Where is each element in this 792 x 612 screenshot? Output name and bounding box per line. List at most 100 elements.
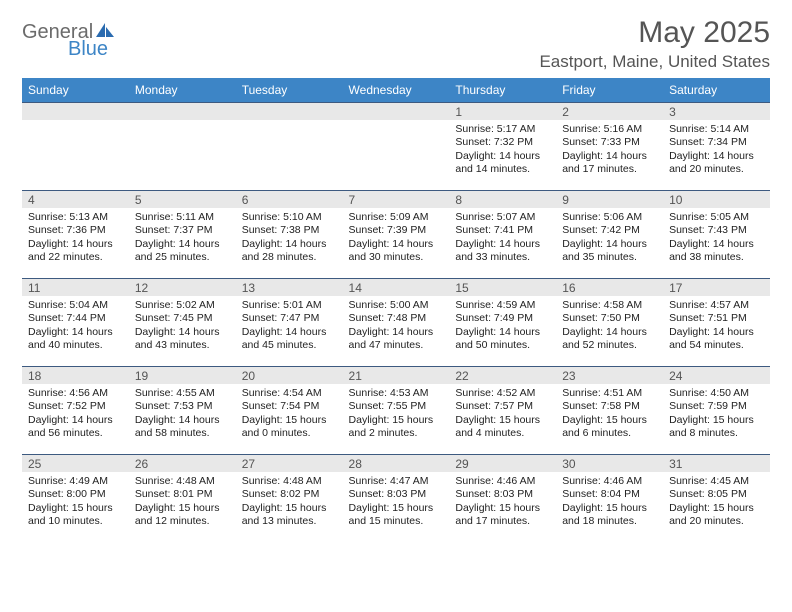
day-details: Sunrise: 4:51 AMSunset: 7:58 PMDaylight:… bbox=[556, 384, 663, 445]
calendar-day-cell: 2Sunrise: 5:16 AMSunset: 7:33 PMDaylight… bbox=[556, 103, 663, 191]
sunset-text: Sunset: 7:58 PM bbox=[562, 400, 657, 413]
day-number: 16 bbox=[556, 279, 663, 296]
day-number: 22 bbox=[449, 367, 556, 384]
day-number: 17 bbox=[663, 279, 770, 296]
sunrise-text: Sunrise: 4:46 AM bbox=[562, 475, 657, 488]
sunset-text: Sunset: 8:00 PM bbox=[28, 488, 123, 501]
sunrise-text: Sunrise: 5:16 AM bbox=[562, 123, 657, 136]
day-number: 18 bbox=[22, 367, 129, 384]
sunrise-text: Sunrise: 4:51 AM bbox=[562, 387, 657, 400]
calendar-day-cell: 31Sunrise: 4:45 AMSunset: 8:05 PMDayligh… bbox=[663, 455, 770, 543]
weekday-header-row: Sunday Monday Tuesday Wednesday Thursday… bbox=[22, 78, 770, 103]
daylight-text: Daylight: 15 hours and 17 minutes. bbox=[455, 502, 550, 529]
day-details: Sunrise: 4:47 AMSunset: 8:03 PMDaylight:… bbox=[343, 472, 450, 533]
day-details: Sunrise: 4:50 AMSunset: 7:59 PMDaylight:… bbox=[663, 384, 770, 445]
sunrise-text: Sunrise: 4:59 AM bbox=[455, 299, 550, 312]
daylight-text: Daylight: 14 hours and 38 minutes. bbox=[669, 238, 764, 265]
daylight-text: Daylight: 14 hours and 28 minutes. bbox=[242, 238, 337, 265]
sunrise-text: Sunrise: 5:13 AM bbox=[28, 211, 123, 224]
sunset-text: Sunset: 8:04 PM bbox=[562, 488, 657, 501]
calendar-day-cell: 11Sunrise: 5:04 AMSunset: 7:44 PMDayligh… bbox=[22, 279, 129, 367]
sunset-text: Sunset: 7:36 PM bbox=[28, 224, 123, 237]
weekday-header: Thursday bbox=[449, 78, 556, 103]
day-details: Sunrise: 4:52 AMSunset: 7:57 PMDaylight:… bbox=[449, 384, 556, 445]
weekday-header: Wednesday bbox=[343, 78, 450, 103]
sunset-text: Sunset: 8:03 PM bbox=[455, 488, 550, 501]
daylight-text: Daylight: 14 hours and 14 minutes. bbox=[455, 150, 550, 177]
sunset-text: Sunset: 7:57 PM bbox=[455, 400, 550, 413]
sunset-text: Sunset: 7:59 PM bbox=[669, 400, 764, 413]
day-details: Sunrise: 5:05 AMSunset: 7:43 PMDaylight:… bbox=[663, 208, 770, 269]
sunset-text: Sunset: 7:49 PM bbox=[455, 312, 550, 325]
sunrise-text: Sunrise: 4:45 AM bbox=[669, 475, 764, 488]
day-number: 26 bbox=[129, 455, 236, 472]
calendar-day-cell: 14Sunrise: 5:00 AMSunset: 7:48 PMDayligh… bbox=[343, 279, 450, 367]
sunset-text: Sunset: 8:01 PM bbox=[135, 488, 230, 501]
sunset-text: Sunset: 7:48 PM bbox=[349, 312, 444, 325]
calendar-day-cell: 9Sunrise: 5:06 AMSunset: 7:42 PMDaylight… bbox=[556, 191, 663, 279]
sunrise-text: Sunrise: 4:47 AM bbox=[349, 475, 444, 488]
daylight-text: Daylight: 14 hours and 52 minutes. bbox=[562, 326, 657, 353]
day-details: Sunrise: 4:46 AMSunset: 8:04 PMDaylight:… bbox=[556, 472, 663, 533]
day-details: Sunrise: 5:02 AMSunset: 7:45 PMDaylight:… bbox=[129, 296, 236, 357]
daylight-text: Daylight: 14 hours and 58 minutes. bbox=[135, 414, 230, 441]
daylight-text: Daylight: 14 hours and 30 minutes. bbox=[349, 238, 444, 265]
day-number: 6 bbox=[236, 191, 343, 208]
calendar-day-cell: 7Sunrise: 5:09 AMSunset: 7:39 PMDaylight… bbox=[343, 191, 450, 279]
calendar-day-cell: 25Sunrise: 4:49 AMSunset: 8:00 PMDayligh… bbox=[22, 455, 129, 543]
day-details: Sunrise: 4:55 AMSunset: 7:53 PMDaylight:… bbox=[129, 384, 236, 445]
calendar-day-cell: 6Sunrise: 5:10 AMSunset: 7:38 PMDaylight… bbox=[236, 191, 343, 279]
day-number: 31 bbox=[663, 455, 770, 472]
calendar-day-cell bbox=[236, 103, 343, 191]
daylight-text: Daylight: 15 hours and 0 minutes. bbox=[242, 414, 337, 441]
daylight-text: Daylight: 14 hours and 54 minutes. bbox=[669, 326, 764, 353]
sunset-text: Sunset: 7:44 PM bbox=[28, 312, 123, 325]
daylight-text: Daylight: 15 hours and 8 minutes. bbox=[669, 414, 764, 441]
sunset-text: Sunset: 7:39 PM bbox=[349, 224, 444, 237]
day-number: 27 bbox=[236, 455, 343, 472]
sunset-text: Sunset: 7:53 PM bbox=[135, 400, 230, 413]
calendar-week-row: 4Sunrise: 5:13 AMSunset: 7:36 PMDaylight… bbox=[22, 191, 770, 279]
day-number: 1 bbox=[449, 103, 556, 120]
day-number: 30 bbox=[556, 455, 663, 472]
day-details: Sunrise: 5:10 AMSunset: 7:38 PMDaylight:… bbox=[236, 208, 343, 269]
calendar-week-row: 1 Sunrise: 5:17 AMSunset: 7:32 PMDaylight… bbox=[22, 103, 770, 191]
sunrise-text: Sunrise: 5:10 AM bbox=[242, 211, 337, 224]
sunset-text: Sunset: 7:54 PM bbox=[242, 400, 337, 413]
sunrise-text: Sunrise: 5:11 AM bbox=[135, 211, 230, 224]
day-details: Sunrise: 5:11 AMSunset: 7:37 PMDaylight:… bbox=[129, 208, 236, 269]
calendar-day-cell: 21Sunrise: 4:53 AMSunset: 7:55 PMDayligh… bbox=[343, 367, 450, 455]
day-details: Sunrise: 5:04 AMSunset: 7:44 PMDaylight:… bbox=[22, 296, 129, 357]
daylight-text: Daylight: 14 hours and 40 minutes. bbox=[28, 326, 123, 353]
day-number: 7 bbox=[343, 191, 450, 208]
calendar-week-row: 25Sunrise: 4:49 AMSunset: 8:00 PMDayligh… bbox=[22, 455, 770, 543]
weekday-header: Tuesday bbox=[236, 78, 343, 103]
title-block: May 2025 Eastport, Maine, United States bbox=[539, 16, 770, 72]
day-number: 23 bbox=[556, 367, 663, 384]
day-details: Sunrise: 5:13 AMSunset: 7:36 PMDaylight:… bbox=[22, 208, 129, 269]
daylight-text: Daylight: 15 hours and 12 minutes. bbox=[135, 502, 230, 529]
sunset-text: Sunset: 7:47 PM bbox=[242, 312, 337, 325]
day-details: Sunrise: 4:57 AMSunset: 7:51 PMDaylight:… bbox=[663, 296, 770, 357]
sunset-text: Sunset: 8:03 PM bbox=[349, 488, 444, 501]
calendar-day-cell: 22Sunrise: 4:52 AMSunset: 7:57 PMDayligh… bbox=[449, 367, 556, 455]
day-number: 19 bbox=[129, 367, 236, 384]
sunrise-text: Sunrise: 4:52 AM bbox=[455, 387, 550, 400]
calendar-day-cell: 16Sunrise: 4:58 AMSunset: 7:50 PMDayligh… bbox=[556, 279, 663, 367]
sunrise-text: Sunrise: 5:17 AM bbox=[455, 123, 550, 136]
sunrise-text: Sunrise: 5:07 AM bbox=[455, 211, 550, 224]
calendar-day-cell bbox=[129, 103, 236, 191]
sunrise-text: Sunrise: 4:58 AM bbox=[562, 299, 657, 312]
day-number bbox=[129, 103, 236, 120]
calendar-day-cell: 13Sunrise: 5:01 AMSunset: 7:47 PMDayligh… bbox=[236, 279, 343, 367]
day-number: 14 bbox=[343, 279, 450, 296]
sunrise-text: Sunrise: 4:53 AM bbox=[349, 387, 444, 400]
daylight-text: Daylight: 15 hours and 13 minutes. bbox=[242, 502, 337, 529]
sunrise-text: Sunrise: 4:46 AM bbox=[455, 475, 550, 488]
calendar-day-cell: 20Sunrise: 4:54 AMSunset: 7:54 PMDayligh… bbox=[236, 367, 343, 455]
sunset-text: Sunset: 7:32 PM bbox=[455, 136, 550, 149]
sunrise-text: Sunrise: 5:05 AM bbox=[669, 211, 764, 224]
logo-text-blue: Blue bbox=[68, 38, 108, 60]
sunrise-text: Sunrise: 5:01 AM bbox=[242, 299, 337, 312]
sunset-text: Sunset: 7:43 PM bbox=[669, 224, 764, 237]
